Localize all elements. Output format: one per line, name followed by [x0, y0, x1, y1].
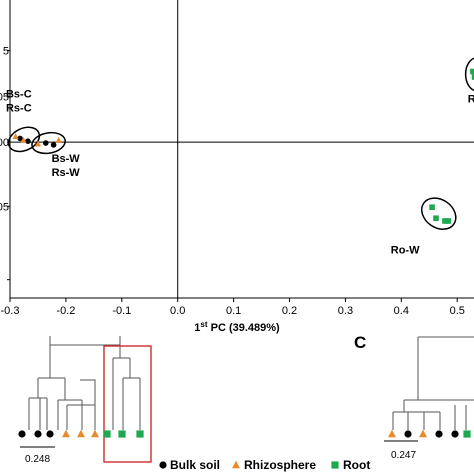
dendrogram-b-branches — [28, 336, 141, 430]
group-ellipse — [31, 131, 66, 155]
data-point — [25, 138, 31, 145]
x-tick-label: -0.3 — [1, 305, 20, 317]
dendrogram-leaf — [435, 430, 443, 438]
dendrogram-leaf — [419, 429, 427, 438]
legend: Bulk soil Rhizosphere Root — [159, 458, 370, 472]
data-point — [42, 140, 49, 146]
y-tick-label: 00 — [0, 137, 9, 149]
y-tick-label: 5 — [3, 45, 9, 57]
group-ellipse — [7, 126, 41, 153]
data-point — [50, 142, 57, 148]
dendrogram-leaf — [18, 430, 26, 438]
panel-letter-c: C — [354, 333, 366, 352]
data-points — [12, 68, 474, 224]
dendrogram-leaf — [62, 429, 70, 438]
group-ellipse — [464, 57, 474, 92]
data-point — [12, 133, 19, 140]
legend-label: Bulk soil — [170, 458, 220, 472]
dendrogram-leaf — [34, 430, 42, 438]
dendrogram-leaf — [91, 429, 99, 438]
x-axis-title-post: PC (39.489%) — [208, 322, 280, 334]
x-tick-label: -0.1 — [112, 305, 131, 317]
data-point — [442, 218, 448, 224]
data-point — [471, 74, 474, 80]
x-axis-title-pre: 1 — [194, 322, 200, 334]
x-tick-label: 0.0 — [170, 305, 185, 317]
data-point — [17, 135, 23, 142]
group-label: Bs-C — [6, 88, 32, 100]
legend-label: Root — [343, 458, 370, 472]
group-labels: Bs-C Rs-C Bs-W Rs-W Ro-W R — [6, 88, 474, 256]
group-label: Rs-C — [6, 102, 32, 114]
legend-label: Rhizosphere — [244, 458, 316, 472]
dendrogram-leaf — [463, 430, 471, 438]
dendrogram-leaf — [118, 430, 126, 438]
x-axis-title-sup: st — [200, 320, 207, 329]
dendrogram-leaf — [388, 429, 396, 438]
y-tick-label: 05 — [0, 91, 9, 103]
x-tick-label: 0.3 — [338, 305, 353, 317]
x-tick-label: 0.2 — [282, 305, 297, 317]
dendrogram-leaf — [103, 430, 111, 438]
x-axis-title: 1st PC (39.489%) — [194, 320, 280, 334]
scale-label-c: 0.247 — [391, 450, 416, 461]
pca-plot: -0.3 -0.2 -0.1 0.0 0.1 0.2 0.3 0.4 0.5 5 05 00 05 Bs… — [0, 0, 474, 334]
dendrogram-leaf — [451, 430, 459, 438]
data-point — [433, 215, 439, 222]
dendrogram-leaf — [136, 430, 144, 438]
dendrogram-b: 0.248 — [18, 336, 152, 465]
x-tick-label: 0.4 — [394, 305, 409, 317]
data-point — [34, 140, 42, 147]
x-tick-label: 0.1 — [226, 305, 241, 317]
highlight-box — [103, 345, 152, 463]
data-point — [470, 68, 474, 75]
group-label: Bs-W — [52, 153, 81, 165]
group-label: Rs-W — [52, 167, 81, 179]
data-point — [445, 218, 452, 224]
data-point — [20, 136, 27, 143]
pca-ticks: -0.3 -0.2 -0.1 0.0 0.1 0.2 0.3 0.4 0.5 5 05 00 05 — [0, 45, 465, 317]
dendrogram-b-leaves — [18, 429, 144, 438]
group-ellipses — [7, 57, 474, 230]
y-tick-label: 05 — [0, 201, 9, 213]
dendrogram-leaf — [404, 430, 412, 438]
data-point — [429, 204, 435, 211]
scale-label-b: 0.248 — [25, 454, 50, 465]
legend-marker — [159, 461, 167, 469]
legend-marker — [232, 460, 240, 469]
pca-axes-frame — [9, 0, 474, 299]
legend-marker — [331, 461, 339, 469]
dendrogram-leaf — [46, 430, 54, 438]
dendrogram-leaf — [77, 429, 85, 438]
group-label: Ro-W — [391, 245, 420, 257]
panel-c: C 0.247 — [354, 333, 474, 461]
x-tick-label: 0.5 — [450, 305, 465, 317]
group-label: R — [468, 93, 474, 105]
group-ellipse — [421, 197, 457, 230]
x-tick-label: -0.2 — [56, 305, 75, 317]
dendrogram-c-leaves — [388, 429, 471, 438]
data-point — [55, 136, 62, 143]
dendrogram-c-branches — [392, 336, 474, 430]
